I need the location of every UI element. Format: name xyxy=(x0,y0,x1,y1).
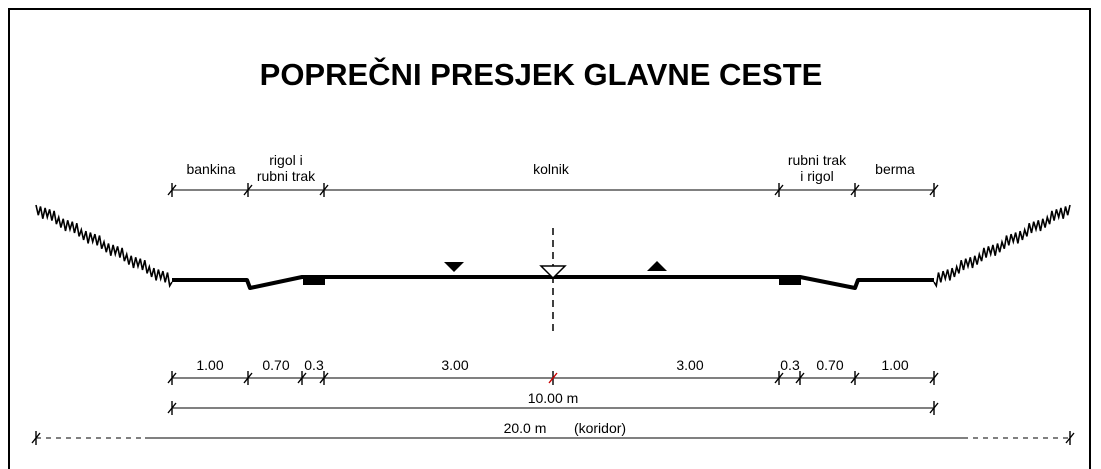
total-label: 10.00 m xyxy=(528,390,579,406)
dimension-label: 0.3 xyxy=(780,357,800,373)
tick xyxy=(929,372,939,384)
tick xyxy=(850,372,860,384)
curb xyxy=(303,279,325,285)
slope-marker xyxy=(647,261,667,271)
tick xyxy=(795,372,805,384)
tick xyxy=(319,372,329,384)
tick xyxy=(167,372,177,384)
tick xyxy=(297,372,307,384)
label-rigol: i rigol xyxy=(800,168,833,184)
label-kolnik: kolnik xyxy=(533,161,570,177)
dimension-label: 0.3 xyxy=(304,357,324,373)
dimension-label: 0.70 xyxy=(816,357,843,373)
tick xyxy=(243,372,253,384)
tick xyxy=(243,184,253,196)
slope-marker xyxy=(444,262,464,272)
tick xyxy=(774,372,784,384)
label-bankina: bankina xyxy=(186,161,235,177)
axis-marker xyxy=(539,265,567,280)
embankment-slope xyxy=(933,204,1071,289)
dimension-label: 0.70 xyxy=(262,357,289,373)
dimension-label: 1.00 xyxy=(196,357,223,373)
label-berma: berma xyxy=(875,161,915,177)
tick xyxy=(774,184,784,196)
dimension-label: 3.00 xyxy=(441,357,468,373)
tick xyxy=(167,402,177,414)
tick xyxy=(1065,432,1075,444)
tick xyxy=(319,184,329,196)
frame xyxy=(8,8,1091,469)
dimension-label: 1.00 xyxy=(881,357,908,373)
curb xyxy=(779,279,801,285)
tick xyxy=(548,372,558,384)
tick xyxy=(929,402,939,414)
title: POPREČNI PRESJEK GLAVNE CESTE xyxy=(260,56,823,92)
embankment-slope xyxy=(35,204,173,289)
corridor-label: 20.0 m xyxy=(504,420,547,436)
tick xyxy=(850,184,860,196)
tick xyxy=(31,432,41,444)
dimension-label: 3.00 xyxy=(676,357,703,373)
label-rigol: rubni trak xyxy=(788,152,847,168)
tick xyxy=(929,184,939,196)
label-rigol: rubni trak xyxy=(257,168,316,184)
tick xyxy=(167,184,177,196)
label-rigol: rigol i xyxy=(269,152,302,168)
corridor-note: (koridor) xyxy=(574,420,626,436)
